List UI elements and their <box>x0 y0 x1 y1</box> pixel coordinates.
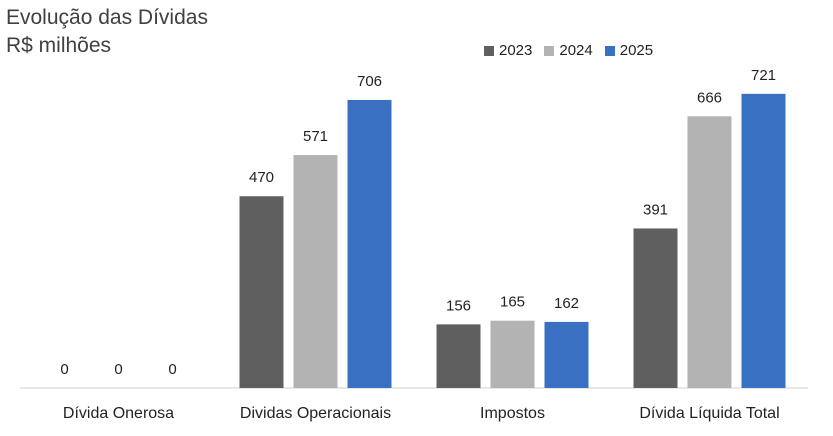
data-label-2025-3: 721 <box>751 67 776 84</box>
legend-swatch-2023 <box>484 45 494 56</box>
category-label-0: Dívida Onerosa <box>63 405 174 422</box>
chart-subtitle: R$ milhões <box>6 34 112 57</box>
bar-2023-1 <box>239 196 284 388</box>
legend-swatch-2024 <box>544 45 555 56</box>
data-label-2025-0: 0 <box>168 361 176 378</box>
data-label-2024-0: 0 <box>114 361 122 378</box>
bar-2024-1 <box>293 155 338 388</box>
legend-item-2025: 2025 <box>604 42 654 59</box>
data-label-2025-2: 162 <box>554 295 579 312</box>
bar-2024-2 <box>490 320 535 388</box>
legend-item-2023: 2023 <box>484 42 532 59</box>
bar-2025-3 <box>741 93 786 388</box>
data-label-2025-1: 706 <box>357 73 382 90</box>
bar-2023-3 <box>633 228 678 388</box>
chart-legend: 2023 2024 2025 <box>484 42 653 59</box>
chart-title: Evolução das Dívidas <box>6 6 208 29</box>
bar-2025-1 <box>347 99 392 389</box>
bar-2023-2 <box>436 324 481 388</box>
legend-swatch-2025 <box>604 45 615 56</box>
legend-label-2024: 2024 <box>559 42 593 59</box>
data-label-2024-2: 165 <box>500 294 525 311</box>
data-label-2023-0: 0 <box>60 361 68 378</box>
data-label-2024-3: 666 <box>697 89 722 106</box>
legend-label-2023: 2023 <box>499 42 533 59</box>
legend-label-2025: 2025 <box>619 42 654 59</box>
bar-2025-2 <box>544 321 589 388</box>
data-label-2023-1: 470 <box>249 169 274 186</box>
chart-title-block: Evolução das Dívidas R$ milhões <box>6 4 208 60</box>
category-label-1: Dividas Operacionais <box>240 405 391 422</box>
data-label-2023-3: 391 <box>643 201 668 218</box>
data-label-2024-1: 571 <box>303 128 328 145</box>
legend-item-2024: 2024 <box>544 42 593 59</box>
category-label-2: Impostos <box>480 405 545 422</box>
data-label-2023-2: 156 <box>446 297 471 314</box>
category-label-3: Dívida Líquida Total <box>639 405 779 422</box>
bar-2024-3 <box>687 116 732 388</box>
